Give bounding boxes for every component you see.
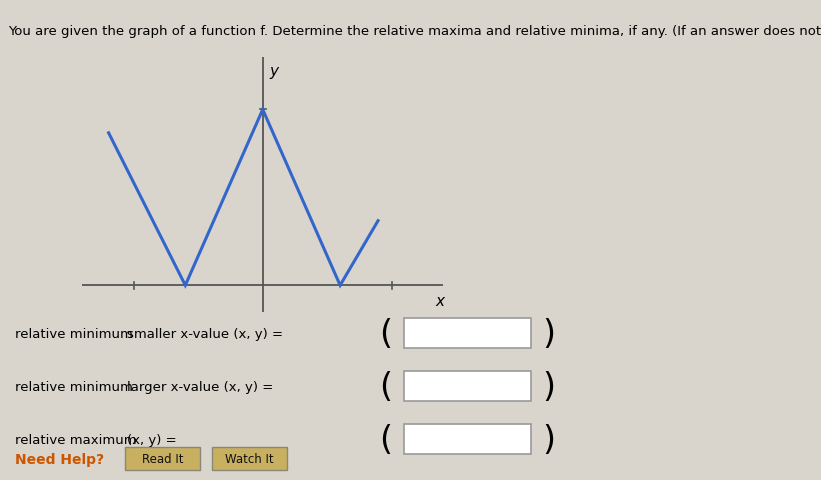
Text: x: x <box>435 294 444 309</box>
Text: (: ( <box>379 370 392 403</box>
Text: ): ) <box>543 317 556 350</box>
Text: relative maximum: relative maximum <box>15 432 136 446</box>
Text: You are given the graph of a function f. Determine the relative maxima and relat: You are given the graph of a function f.… <box>8 25 821 38</box>
Text: larger x-value (x, y) =: larger x-value (x, y) = <box>127 380 273 393</box>
Text: ): ) <box>543 370 556 403</box>
Text: Watch It: Watch It <box>225 452 274 465</box>
Text: (: ( <box>379 317 392 350</box>
Text: smaller x-value (x, y) =: smaller x-value (x, y) = <box>127 327 283 340</box>
Text: relative minimum: relative minimum <box>15 380 133 393</box>
Text: relative minimum: relative minimum <box>15 327 133 340</box>
Text: Read It: Read It <box>142 452 183 465</box>
Text: y: y <box>269 64 278 79</box>
Text: Need Help?: Need Help? <box>15 452 104 467</box>
Text: (: ( <box>379 423 392 456</box>
Text: ): ) <box>543 423 556 456</box>
Text: (x, y) =: (x, y) = <box>127 432 177 446</box>
